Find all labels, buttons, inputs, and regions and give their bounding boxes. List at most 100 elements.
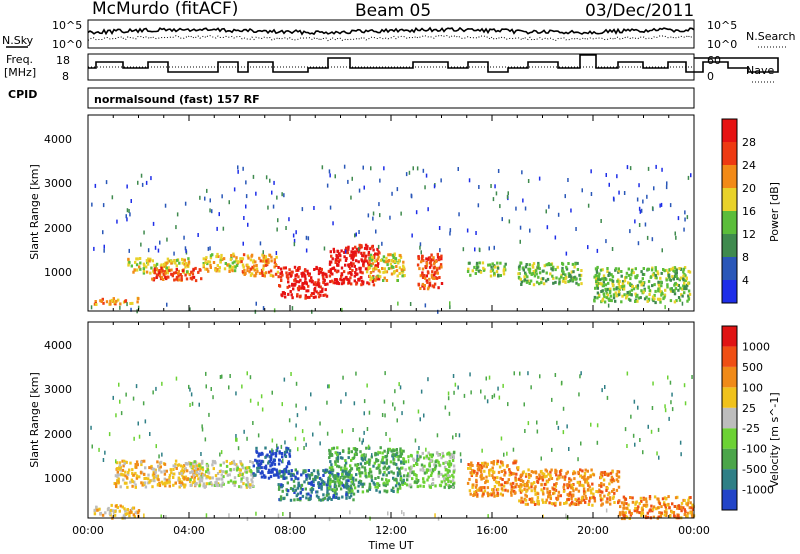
scatter-cell: [260, 475, 264, 479]
scatter-cell: [367, 213, 370, 218]
scatter-cell: [374, 278, 377, 282]
scatter-cell: [155, 444, 157, 449]
scatter-cell: [187, 262, 191, 266]
scatter-cell: [319, 498, 323, 502]
scatter-cell: [630, 288, 634, 292]
scatter-cell: [500, 436, 503, 441]
scatter-cell: [280, 452, 284, 455]
scatter-cell: [189, 462, 192, 466]
scatter-cell: [584, 480, 587, 484]
scatter-cell: [552, 487, 555, 491]
scatter-cell: [179, 480, 183, 484]
scatter-cell: [332, 494, 335, 498]
scatter-cell: [200, 277, 203, 281]
scatter-cell: [255, 191, 257, 196]
scatter-cell: [470, 472, 474, 476]
scatter-cell: [271, 448, 273, 453]
colorbar-swatch: [722, 428, 737, 449]
scatter-cell: [665, 185, 668, 190]
scatter-cell: [643, 289, 646, 292]
scatter-cell: [639, 209, 642, 214]
scatter-cell: [128, 260, 131, 264]
scatter-cell: [599, 278, 602, 282]
scatter-cell: [401, 483, 404, 486]
scatter-cell: [350, 450, 353, 454]
scatter-cell: [417, 454, 420, 458]
scatter-cell: [180, 278, 183, 281]
date-title: 03/Dec/2011: [585, 1, 694, 21]
scatter-cell: [486, 479, 489, 483]
scatter-cell: [620, 300, 623, 304]
scatter-cell: [358, 247, 360, 252]
scatter-cell: [664, 505, 667, 509]
scatter-cell: [372, 268, 375, 272]
scatter-cell: [590, 169, 592, 174]
scatter-cell: [226, 473, 229, 477]
scatter-cell: [608, 271, 611, 275]
scatter-cell: [458, 433, 461, 438]
scatter-cell: [301, 271, 305, 275]
scatter-cell: [466, 270, 470, 273]
scatter-cell: [212, 261, 216, 264]
scatter-cell: [361, 465, 364, 469]
scatter-cell: [390, 449, 394, 453]
scatter-cell: [684, 401, 687, 406]
scatter-cell: [499, 274, 502, 277]
scatter-cell: [493, 485, 497, 488]
scatter-cell: [235, 259, 238, 263]
scatter-cell: [138, 257, 142, 260]
scatter-cell: [318, 267, 322, 271]
scatter-cell: [529, 474, 532, 478]
scatter-cell: [395, 462, 398, 466]
scatter-cell: [504, 488, 507, 492]
scatter-cell: [532, 470, 535, 474]
scatter-cell: [477, 269, 481, 273]
scatter-cell: [653, 495, 657, 499]
scatter-cell: [354, 233, 356, 238]
scatter-cell: [598, 483, 601, 487]
scatter-cell: [367, 263, 371, 267]
scatter-cell: [141, 182, 144, 187]
scatter-cell: [352, 447, 356, 451]
scatter-cell: [571, 486, 575, 490]
scatter-cell: [393, 453, 396, 457]
scatter-cell: [661, 292, 664, 295]
scatter-cell: [402, 264, 405, 268]
scatter-cell: [481, 448, 483, 453]
scatter-cell: [580, 483, 584, 487]
scatter-cell: [255, 511, 257, 516]
scatter-cell: [524, 273, 528, 277]
scatter-cell: [404, 460, 408, 464]
scatter-cell: [287, 489, 290, 493]
scatter-cell: [285, 271, 288, 275]
scatter-cell: [145, 259, 149, 263]
scatter-cell: [152, 390, 154, 395]
scatter-cell: [430, 474, 433, 477]
scatter-cell: [414, 480, 417, 484]
scatter-cell: [367, 444, 370, 449]
scatter-cell: [321, 273, 324, 277]
station-title: McMurdo (fitACF): [92, 0, 238, 19]
scatter-cell: [349, 464, 352, 468]
scatter-cell: [676, 277, 679, 281]
scatter-cell: [228, 473, 231, 477]
scatter-cell: [385, 478, 388, 482]
scatter-cell: [335, 474, 338, 478]
scatter-cell: [353, 486, 357, 490]
noise-tick-bottom-right: 10^0: [707, 38, 737, 51]
scatter-cell: [262, 267, 265, 271]
scatter-cell: [155, 267, 159, 271]
scatter-cell: [255, 301, 257, 306]
scatter-cell: [148, 259, 151, 263]
scatter-cell: [397, 258, 401, 262]
scatter-cell: [642, 199, 644, 204]
scatter-cell: [657, 500, 661, 504]
scatter-cell: [321, 287, 324, 291]
scatter-cell: [164, 271, 167, 275]
scatter-cell: [524, 498, 528, 502]
scatter-cell: [661, 167, 663, 172]
scatter-cell: [305, 496, 308, 500]
scatter-cell: [609, 502, 612, 506]
scatter-cell: [589, 489, 593, 492]
scatter-cell: [602, 274, 606, 278]
